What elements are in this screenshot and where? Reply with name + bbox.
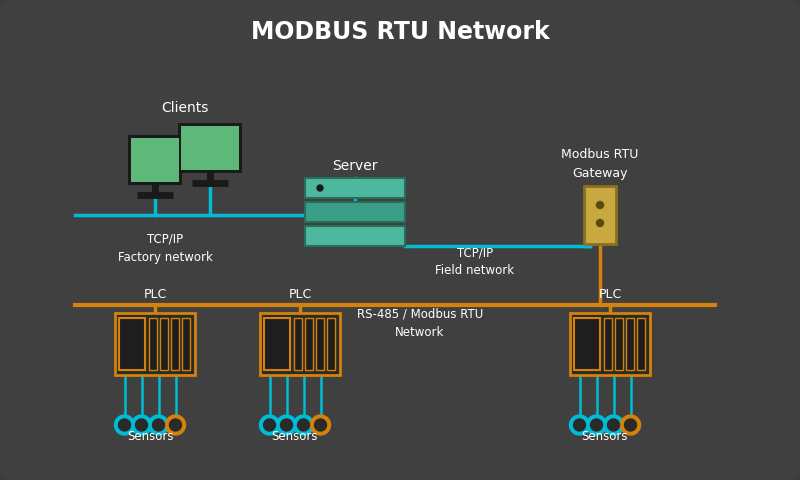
- Circle shape: [570, 415, 590, 435]
- Circle shape: [597, 202, 603, 208]
- Circle shape: [574, 419, 586, 431]
- Circle shape: [590, 419, 602, 431]
- Text: TCP/IP
Factory network: TCP/IP Factory network: [118, 232, 213, 264]
- Circle shape: [625, 419, 637, 431]
- Circle shape: [298, 419, 310, 431]
- Text: Modbus RTU
Gateway: Modbus RTU Gateway: [562, 148, 638, 180]
- Text: MODBUS RTU Network: MODBUS RTU Network: [250, 20, 550, 44]
- Circle shape: [153, 419, 165, 431]
- Circle shape: [259, 415, 279, 435]
- FancyBboxPatch shape: [264, 318, 290, 370]
- Text: RS-485 / Modbus RTU
Network: RS-485 / Modbus RTU Network: [357, 308, 483, 338]
- Circle shape: [621, 415, 641, 435]
- FancyBboxPatch shape: [584, 186, 616, 244]
- Text: TCP/IP
Field network: TCP/IP Field network: [435, 247, 514, 277]
- FancyBboxPatch shape: [115, 313, 195, 375]
- Circle shape: [166, 415, 186, 435]
- Circle shape: [118, 419, 130, 431]
- FancyBboxPatch shape: [637, 318, 645, 370]
- Circle shape: [131, 415, 151, 435]
- Circle shape: [294, 415, 314, 435]
- Circle shape: [317, 185, 323, 191]
- FancyBboxPatch shape: [574, 318, 600, 370]
- FancyBboxPatch shape: [305, 318, 313, 370]
- FancyBboxPatch shape: [178, 123, 242, 173]
- FancyBboxPatch shape: [326, 318, 334, 370]
- FancyBboxPatch shape: [570, 313, 650, 375]
- FancyBboxPatch shape: [170, 318, 178, 370]
- Text: Sensors: Sensors: [582, 431, 628, 444]
- FancyBboxPatch shape: [305, 178, 405, 198]
- FancyBboxPatch shape: [181, 126, 239, 170]
- Text: Sensors: Sensors: [126, 431, 174, 444]
- Circle shape: [607, 419, 619, 431]
- Circle shape: [586, 415, 606, 435]
- FancyBboxPatch shape: [119, 318, 145, 370]
- Text: Clients: Clients: [162, 101, 209, 115]
- Circle shape: [149, 415, 169, 435]
- Circle shape: [135, 419, 147, 431]
- Circle shape: [314, 419, 326, 431]
- Circle shape: [603, 415, 623, 435]
- Text: PLC: PLC: [598, 288, 622, 301]
- FancyBboxPatch shape: [260, 313, 340, 375]
- FancyBboxPatch shape: [604, 318, 612, 370]
- Circle shape: [263, 419, 275, 431]
- FancyBboxPatch shape: [182, 318, 190, 370]
- FancyBboxPatch shape: [131, 138, 179, 182]
- FancyBboxPatch shape: [614, 318, 622, 370]
- Circle shape: [281, 419, 293, 431]
- Text: PLC: PLC: [288, 288, 312, 301]
- FancyBboxPatch shape: [160, 318, 168, 370]
- Text: PLC: PLC: [143, 288, 166, 301]
- FancyBboxPatch shape: [128, 135, 182, 185]
- FancyBboxPatch shape: [149, 318, 157, 370]
- Circle shape: [597, 219, 603, 227]
- FancyBboxPatch shape: [294, 318, 302, 370]
- Circle shape: [170, 419, 182, 431]
- FancyBboxPatch shape: [626, 318, 634, 370]
- FancyBboxPatch shape: [305, 226, 405, 246]
- Circle shape: [114, 415, 134, 435]
- Circle shape: [277, 415, 297, 435]
- Circle shape: [310, 415, 330, 435]
- FancyBboxPatch shape: [315, 318, 323, 370]
- FancyBboxPatch shape: [305, 202, 405, 222]
- Text: Sensors: Sensors: [272, 431, 318, 444]
- Text: Server: Server: [332, 159, 378, 173]
